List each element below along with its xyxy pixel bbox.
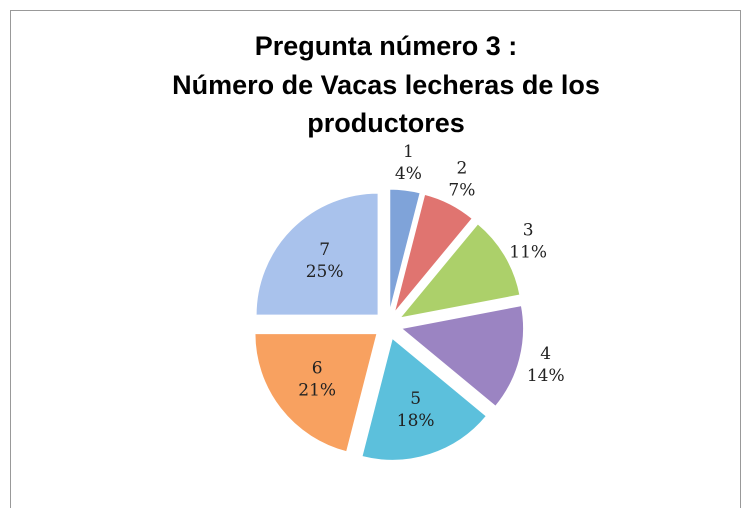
- slice-value-label: 21%: [298, 380, 336, 400]
- chart-title: productores: [307, 108, 465, 138]
- pie-slice: [393, 193, 473, 313]
- slice-category-label: 1: [403, 142, 414, 162]
- slice-category-label: 4: [540, 344, 551, 364]
- pie-slice: [255, 192, 379, 316]
- chart-title: Número de Vacas lecheras de los: [172, 70, 600, 100]
- pie-slice: [398, 223, 521, 319]
- slice-value-label: 25%: [306, 262, 344, 282]
- slice-value-label: 18%: [397, 411, 435, 431]
- chart-title: Pregunta número 3 :: [255, 31, 518, 61]
- slice-category-label: 2: [457, 158, 468, 178]
- pie-slice: [389, 188, 421, 312]
- slice-category-label: 5: [410, 389, 421, 409]
- pie-slice: [254, 333, 378, 453]
- slice-category-label: 3: [523, 221, 534, 241]
- pie-slice: [400, 305, 524, 407]
- slice-value-label: 14%: [527, 366, 565, 386]
- pie-slice: [361, 337, 488, 461]
- slice-value-label: 4%: [395, 164, 422, 184]
- slice-category-label: 6: [312, 358, 323, 378]
- slice-value-label: 7%: [448, 180, 475, 200]
- slice-category-label: 7: [319, 240, 330, 260]
- slice-value-label: 11%: [509, 243, 547, 263]
